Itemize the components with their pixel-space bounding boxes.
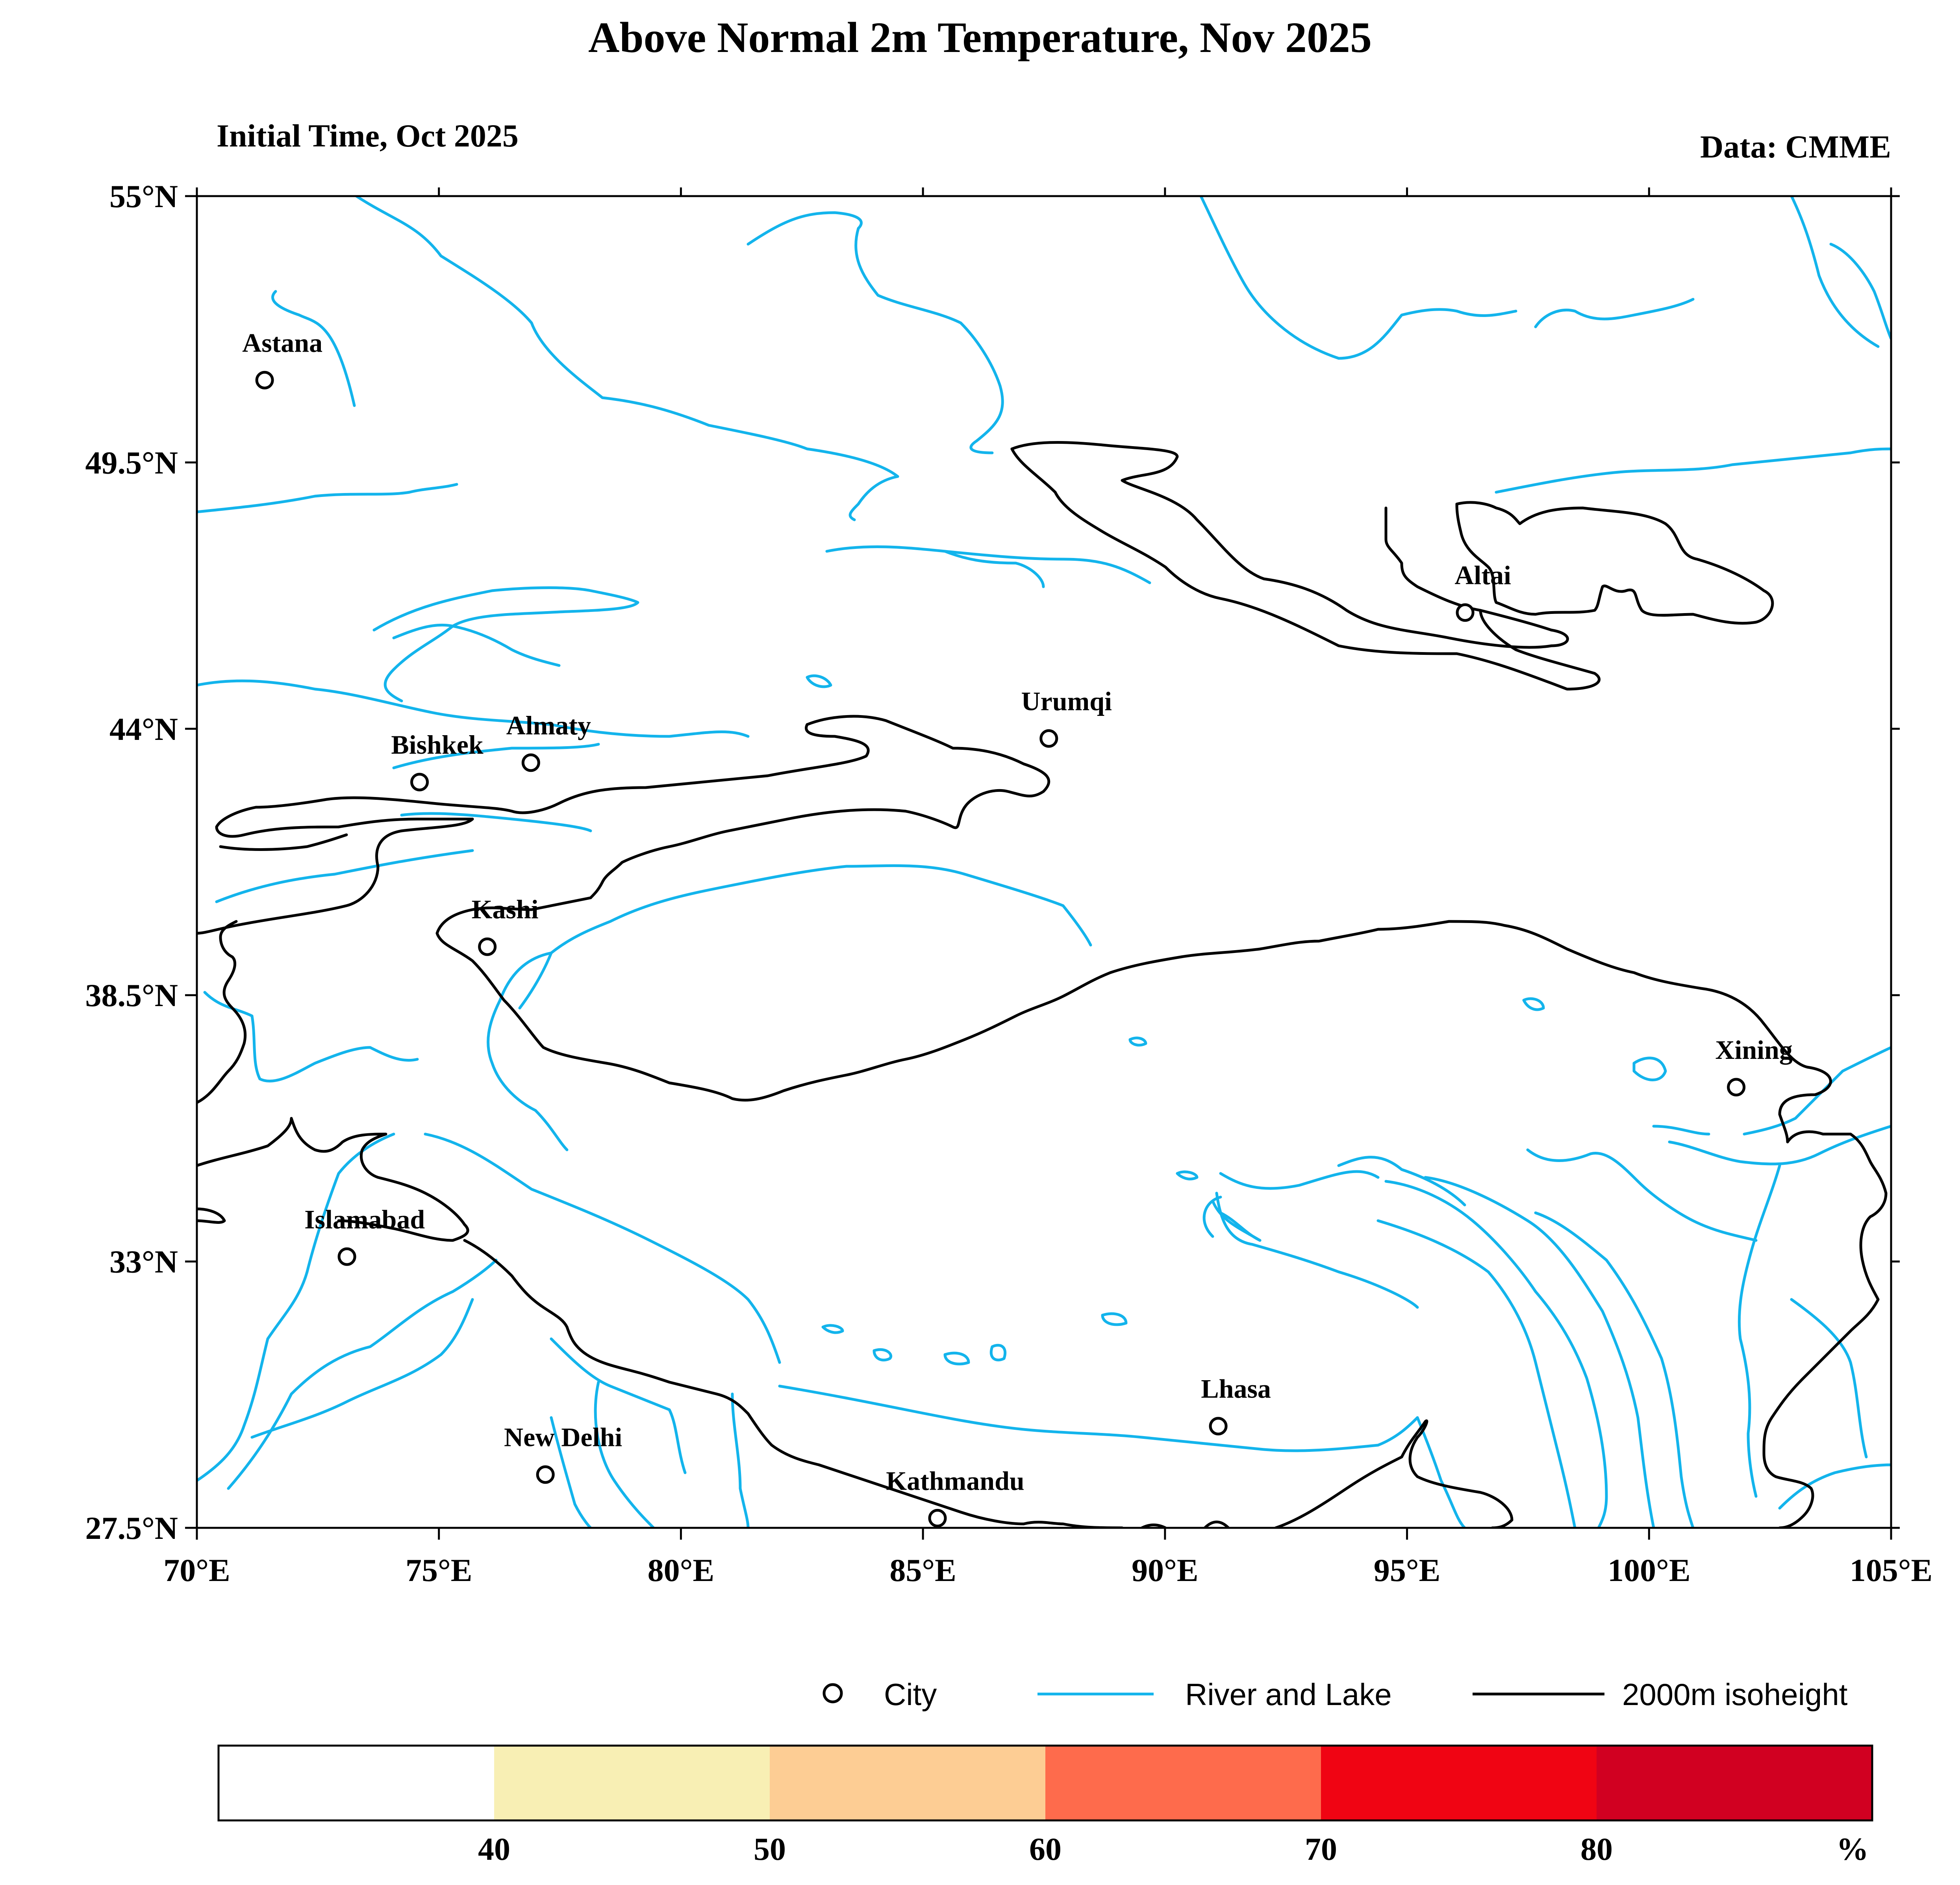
- city-marker: [928, 1509, 947, 1527]
- colorbar-segment: [1045, 1746, 1321, 1820]
- legend-city-label: City: [884, 1677, 937, 1712]
- city-label: Bishkek: [391, 730, 484, 760]
- initial-time-label: Initial Time, Oct 2025: [217, 118, 519, 154]
- lon-tick-label: 70°E: [163, 1552, 230, 1588]
- colorbar-label: 80: [1580, 1831, 1613, 1867]
- colorbar: 40 50 60 70 80%: [217, 1744, 1873, 1867]
- map-frame: [196, 195, 1892, 1529]
- lon-tick-label: 80°E: [648, 1552, 715, 1588]
- lon-tick-label: 90°E: [1132, 1552, 1199, 1588]
- city-marker: [337, 1247, 356, 1266]
- colorbar-label: 60: [1029, 1831, 1062, 1867]
- colorbar-segment: [1321, 1746, 1597, 1820]
- city-label: Altai: [1454, 560, 1511, 590]
- city-label: Astana: [242, 328, 322, 358]
- city-marker: [521, 753, 540, 772]
- latitude-axis: 55°N 49.5°N 44°N 38.5°N 33°N 27.5°N: [85, 178, 1900, 1546]
- legend-river-label: River and Lake: [1185, 1677, 1392, 1712]
- colorbar-segment: [494, 1746, 770, 1820]
- colorbar-label: 70: [1305, 1831, 1337, 1867]
- city-marker: [1039, 729, 1058, 748]
- lon-tick-label: 75°E: [406, 1552, 472, 1588]
- city-marker: [255, 371, 274, 389]
- city-label: Kashi: [472, 894, 539, 924]
- river: [355, 196, 899, 478]
- colorbar-label: 50: [754, 1831, 786, 1867]
- city-label: New Delhi: [504, 1422, 622, 1452]
- lon-tick-label: 85°E: [889, 1552, 956, 1588]
- rivers-and-lakes: [197, 196, 1891, 1528]
- city-marker: [478, 937, 497, 956]
- city-marker: [1727, 1078, 1746, 1097]
- map-panel: Astana Almaty Bishkek Urumqi Altai Kashi Xinin…: [85, 178, 1932, 1588]
- city-label: Lhasa: [1201, 1374, 1271, 1404]
- city-marker: [536, 1465, 555, 1484]
- city-marker: [1209, 1417, 1228, 1436]
- colorbar-segment: [1597, 1746, 1872, 1820]
- colorbar-unit: %: [1836, 1831, 1869, 1867]
- isoheight-line: [1010, 441, 1569, 649]
- colorbar-segment: [770, 1746, 1045, 1820]
- data-source-label: Data: CMME: [1700, 129, 1891, 165]
- city-label: Urumqi: [1021, 686, 1112, 716]
- lon-tick-label: 100°E: [1608, 1552, 1691, 1588]
- lat-tick-label: 55°N: [109, 178, 178, 214]
- map-legend: City River and Lake 2000m isoheight: [823, 1677, 1848, 1712]
- colorbar-segment: [219, 1746, 494, 1820]
- lat-tick-label: 49.5°N: [85, 445, 178, 480]
- city-label: Xining: [1715, 1035, 1793, 1065]
- colorbar-frame: [217, 1744, 1873, 1822]
- city-marker: [410, 773, 429, 791]
- lat-tick-label: 44°N: [109, 711, 178, 747]
- city-label: Almaty: [506, 710, 591, 740]
- longitude-axis: 70°E 75°E 80°E 85°E 90°E 95°E 100°E 105°E: [163, 187, 1932, 1588]
- city-marker: [1456, 603, 1475, 622]
- figure-title: Above Normal 2m Temperature, Nov 2025: [588, 13, 1372, 61]
- colorbar-label: 40: [478, 1831, 510, 1867]
- legend-isoheight-label: 2000m isoheight: [1622, 1677, 1848, 1712]
- lon-tick-label: 105°E: [1850, 1552, 1933, 1588]
- lat-tick-label: 33°N: [109, 1244, 178, 1280]
- legend-city-marker: [823, 1683, 843, 1703]
- isoheight-2000m: [197, 441, 1888, 1528]
- cities: Astana Almaty Bishkek Urumqi Altai Kashi Xinin…: [242, 328, 1793, 1527]
- lat-tick-label: 38.5°N: [85, 977, 178, 1013]
- lon-tick-label: 95°E: [1374, 1552, 1441, 1588]
- lat-tick-label: 27.5°N: [85, 1510, 178, 1546]
- city-label: Kathmandu: [886, 1466, 1024, 1496]
- city-label: Islamabad: [304, 1204, 425, 1234]
